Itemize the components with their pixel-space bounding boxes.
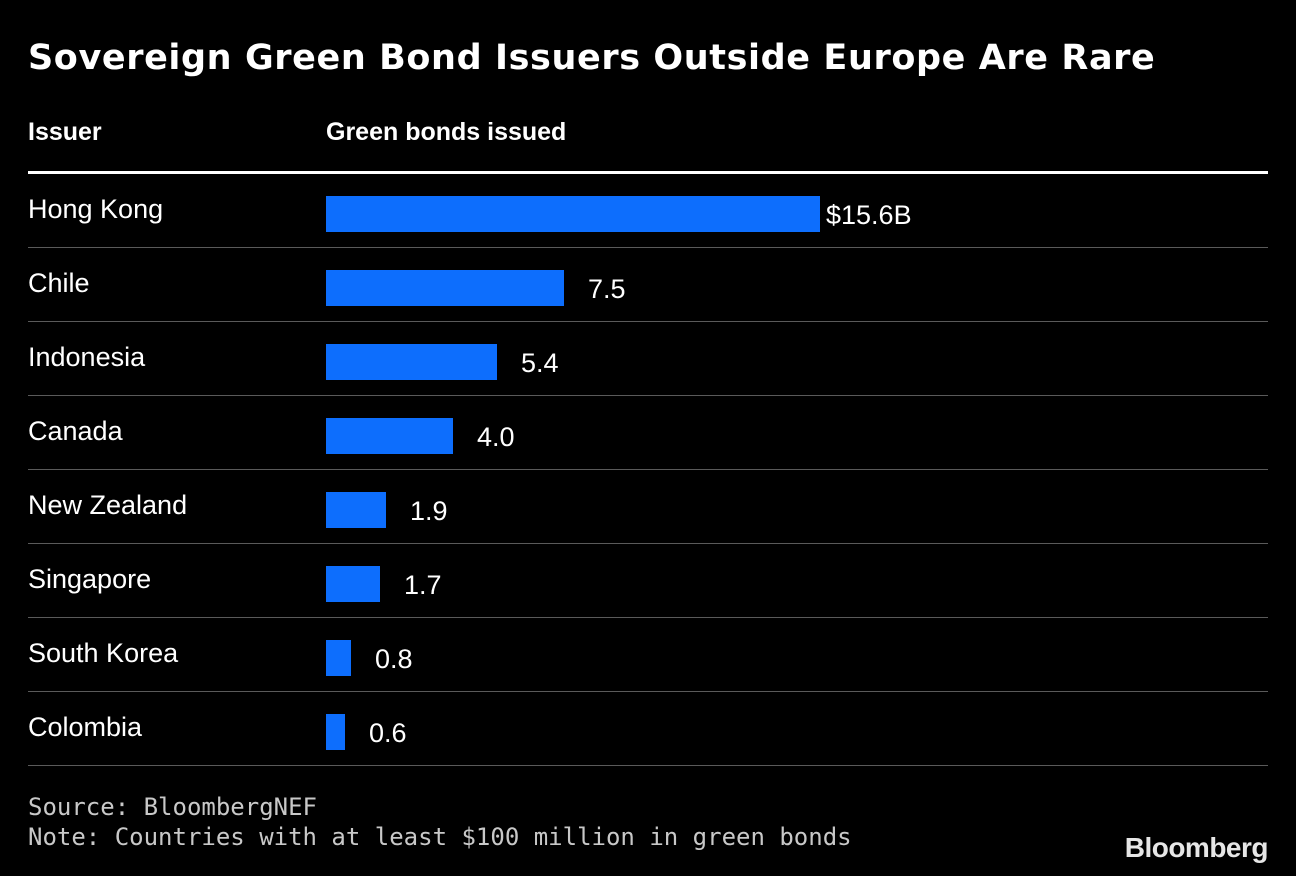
bar (326, 418, 453, 454)
category-label: Indonesia (28, 342, 146, 372)
value-label: 1.9 (410, 496, 448, 526)
value-label: 7.5 (588, 274, 626, 304)
chart-row: Singapore 1.7 (28, 544, 1268, 618)
bar (326, 270, 564, 306)
category-label: Hong Kong (28, 194, 164, 224)
bar (326, 492, 386, 528)
chart-row: Hong Kong $15.6B (28, 174, 1268, 248)
value-label: $15.6B (826, 200, 912, 230)
issuer-column-header: Issuer (28, 118, 102, 146)
bar (326, 344, 497, 380)
category-label: South Korea (28, 638, 179, 668)
bloomberg-logo: Bloomberg (1124, 832, 1269, 863)
chart-row: Indonesia 5.4 (28, 322, 1268, 396)
category-label: Canada (28, 416, 123, 446)
value-column-header: Green bonds issued (326, 118, 567, 146)
value-label: 0.6 (369, 718, 407, 748)
value-label: 0.8 (375, 644, 413, 674)
category-label: New Zealand (28, 490, 188, 520)
chart-row: Chile 7.5 (28, 248, 1268, 322)
bar (326, 714, 345, 750)
source-note: Source: BloombergNEF (28, 793, 317, 821)
chart-row: Canada 4.0 (28, 396, 1268, 470)
chart-title: Sovereign Green Bond Issuers Outside Eur… (28, 38, 1156, 78)
chart-row: New Zealand 1.9 (28, 470, 1268, 544)
value-label: 4.0 (477, 422, 515, 452)
category-label: Singapore (28, 564, 152, 594)
bar (326, 640, 351, 676)
chart-footer: Source: BloombergNEF Note: Countries wit… (28, 792, 852, 852)
chart-row: Colombia 0.6 (28, 692, 1268, 766)
bar (326, 566, 380, 602)
value-label: 5.4 (521, 348, 559, 378)
bar (326, 196, 820, 232)
category-label: Colombia (28, 712, 143, 742)
header-divider (28, 171, 1268, 174)
countries-note: Note: Countries with at least $100 milli… (28, 823, 852, 851)
value-label: 1.7 (404, 570, 442, 600)
bar-chart: Hong Kong $15.6B Chile 7.5 Indonesia 5.4 Canad… (28, 174, 1268, 766)
chart-row: South Korea 0.8 (28, 618, 1268, 692)
category-label: Chile (28, 268, 90, 298)
